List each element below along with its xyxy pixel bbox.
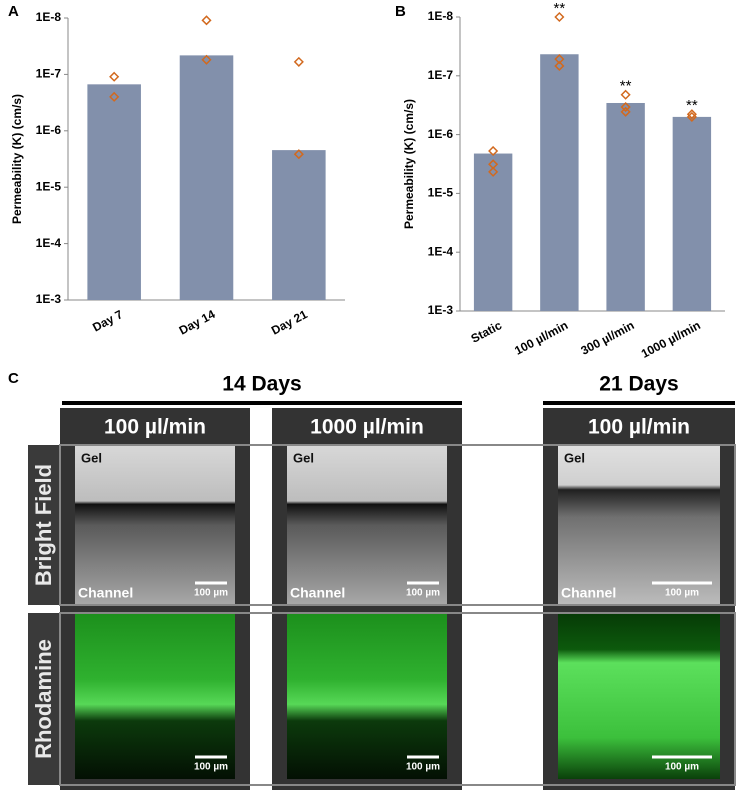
x-tick-label: 1000 µl/min bbox=[639, 318, 703, 361]
row-frame bbox=[59, 444, 736, 606]
x-tick-label: Day 14 bbox=[177, 307, 218, 338]
y-tick-label: 1E-6 bbox=[36, 123, 62, 137]
scale-bar-label: 100 µm bbox=[665, 762, 699, 773]
data-point bbox=[109, 91, 120, 102]
bar bbox=[87, 84, 141, 301]
data-point bbox=[686, 109, 697, 120]
scale-bar-label: 100 µm bbox=[406, 588, 440, 599]
data-point bbox=[620, 106, 631, 117]
y-tick-label: 1E-4 bbox=[428, 244, 454, 258]
column-title: 100 µl/min bbox=[588, 416, 690, 439]
data-point bbox=[201, 15, 212, 26]
panel-label: A bbox=[8, 3, 19, 20]
y-tick-label: 1E-8 bbox=[428, 9, 454, 23]
gel-label: Gel bbox=[81, 450, 102, 465]
x-tick-label: 300 µl/min bbox=[578, 318, 636, 358]
x-tick-label: Static bbox=[469, 318, 505, 346]
scale-bar-label: 100 µm bbox=[665, 588, 699, 599]
channel-label: Channel bbox=[561, 585, 616, 601]
panel-label: B bbox=[395, 3, 406, 20]
row-label-bg bbox=[28, 445, 60, 605]
bar bbox=[672, 116, 712, 311]
y-tick-label: 1E-3 bbox=[428, 303, 454, 317]
y-tick-label: 1E-6 bbox=[428, 127, 454, 141]
data-point bbox=[293, 149, 304, 160]
data-point bbox=[488, 145, 499, 157]
group-title: 14 Days bbox=[222, 373, 301, 396]
bar bbox=[179, 55, 234, 300]
brightfield-image bbox=[558, 445, 720, 605]
data-point bbox=[620, 89, 631, 100]
y-tick-label: 1E-5 bbox=[428, 186, 454, 200]
y-tick-label: 1E-8 bbox=[36, 10, 62, 24]
data-point bbox=[293, 56, 304, 67]
panel-label: C bbox=[8, 370, 19, 387]
row-label: Bright Field bbox=[31, 464, 56, 586]
column-title: 100 µl/min bbox=[104, 416, 206, 439]
channel-label: Channel bbox=[78, 585, 133, 601]
data-point bbox=[620, 101, 631, 113]
bar bbox=[272, 150, 326, 300]
fluorescence-image bbox=[287, 613, 447, 779]
bar bbox=[540, 54, 579, 311]
brightfield-image bbox=[75, 445, 235, 605]
y-tick-label: 1E-7 bbox=[428, 68, 454, 82]
y-tick-label: 1E-5 bbox=[36, 179, 62, 193]
y-tick-label: 1E-4 bbox=[36, 236, 62, 250]
significance: ** bbox=[686, 97, 698, 114]
y-tick-label: 1E-3 bbox=[36, 292, 62, 306]
data-point bbox=[201, 54, 212, 65]
brightfield-image bbox=[287, 445, 447, 605]
x-tick-label: 100 µl/min bbox=[512, 318, 570, 358]
group-title: 21 Days bbox=[599, 373, 678, 396]
significance: ** bbox=[620, 78, 632, 95]
y-axis-label: Permeability (K) (cm/s) bbox=[10, 94, 24, 224]
x-tick-label: Day 7 bbox=[90, 307, 125, 335]
data-point bbox=[554, 11, 565, 23]
bar bbox=[473, 153, 513, 311]
y-axis-label: Permeability (K) (cm/s) bbox=[402, 99, 416, 229]
fluorescence-image bbox=[75, 613, 235, 779]
scale-bar-label: 100 µm bbox=[406, 762, 440, 773]
significance: ** bbox=[554, 0, 566, 17]
y-tick-label: 1E-7 bbox=[36, 67, 62, 81]
column-title: 1000 µl/min bbox=[310, 416, 424, 439]
scale-bar-label: 100 µm bbox=[194, 762, 228, 773]
data-point bbox=[488, 166, 499, 177]
fluorescence-image bbox=[558, 613, 720, 779]
data-point bbox=[686, 111, 697, 122]
row-frame bbox=[59, 612, 736, 786]
scale-bar-label: 100 µm bbox=[194, 588, 228, 599]
row-label: Rhodamine bbox=[31, 639, 56, 759]
row-label-bg bbox=[28, 613, 60, 785]
channel-label: Channel bbox=[290, 585, 345, 601]
gel-label: Gel bbox=[564, 450, 585, 465]
data-point bbox=[554, 54, 565, 65]
data-point bbox=[554, 60, 565, 72]
x-tick-label: Day 21 bbox=[269, 307, 310, 338]
bar bbox=[606, 102, 645, 311]
gel-label: Gel bbox=[293, 450, 314, 465]
data-point bbox=[109, 71, 120, 82]
